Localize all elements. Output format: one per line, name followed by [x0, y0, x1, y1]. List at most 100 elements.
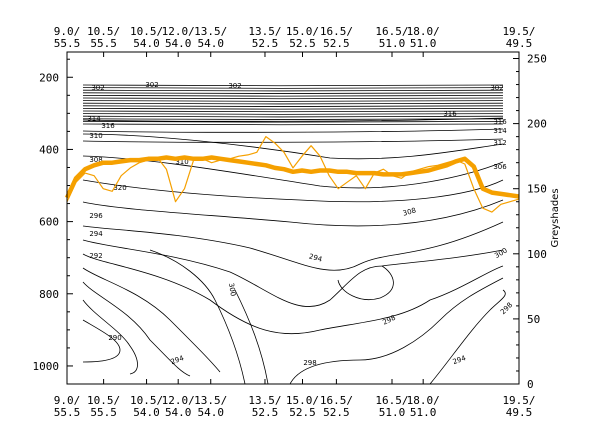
- bottom-axis-label: 19.5/49.5: [502, 394, 535, 419]
- isotherm-line: [82, 95, 504, 97]
- bottom-axis-label: 10.5/55.5: [87, 394, 120, 419]
- isotherm-line: [82, 199, 504, 227]
- contour-label: 316: [101, 122, 115, 130]
- contour-label: 316: [443, 110, 457, 118]
- isotherm-line: [82, 92, 504, 94]
- isotherm-line: [82, 110, 504, 113]
- isotherm-line: [82, 138, 504, 143]
- isotherm-contours: [82, 84, 506, 385]
- isotherm-line: [82, 105, 504, 107]
- isotherm-line: [82, 253, 504, 335]
- isotherm-line: [82, 97, 504, 100]
- isotherm-line: [82, 128, 504, 133]
- isotherm-line: [234, 289, 269, 385]
- contour-label: 292: [89, 252, 102, 260]
- isotherm-line: [82, 299, 138, 375]
- isotherm-line: [289, 277, 504, 385]
- top-axis-label: 9.0/55.5: [54, 25, 81, 50]
- contour-label: 302: [490, 84, 503, 92]
- right-tick-label: 50: [527, 313, 540, 326]
- contour-label: 298: [499, 301, 514, 316]
- isotherm-line: [82, 179, 504, 203]
- left-tick-label: 400: [39, 143, 59, 156]
- contour-label: 302: [145, 81, 158, 89]
- isotherm-line: [82, 281, 191, 377]
- top-axis-label: 15.0/52.5: [286, 25, 319, 50]
- isotherm-line: [82, 267, 221, 373]
- contour-label: 316: [493, 118, 507, 126]
- contour-label: 310: [175, 158, 188, 166]
- right-tick-label: 0: [527, 378, 534, 391]
- top-axis-label: 16.5/51.0: [375, 25, 408, 50]
- isotherm-line: [429, 289, 506, 385]
- bottom-axis-label: 18.0/51.0: [407, 394, 440, 419]
- top-axis-label: 16.5/52.5: [320, 25, 353, 50]
- isotherm-line: [82, 123, 504, 126]
- isotherm-line: [82, 84, 504, 87]
- right-tick-label: 150: [527, 183, 547, 196]
- greyshade-series: [64, 136, 520, 213]
- isotherm-line: [82, 87, 504, 89]
- contour-label: 294: [170, 354, 186, 366]
- bottom-axis-label: 16.5/52.5: [320, 394, 353, 419]
- bottom-axis-label: 13.5/54.0: [194, 394, 227, 419]
- top-axis-label: 19.5/49.5: [502, 25, 535, 50]
- top-axis-label: 13.5/52.5: [248, 25, 281, 50]
- contour-label: 306: [493, 163, 507, 171]
- right-tick-label: 100: [527, 248, 547, 261]
- contour-label: 294: [308, 252, 324, 263]
- right-tick-label: 250: [527, 53, 547, 66]
- isotherm-line: [82, 221, 504, 271]
- contour-label: 302: [91, 84, 104, 92]
- isotherm-line: [82, 102, 504, 105]
- left-tick-label: 600: [39, 216, 59, 229]
- top-axis-label: 18.0/51.0: [407, 25, 440, 50]
- thin-greyshade-line: [66, 136, 520, 213]
- contour-label: 320: [113, 184, 126, 192]
- contour-label: 296: [89, 212, 103, 220]
- top-axis-label: 13.5/54.0: [194, 25, 227, 50]
- contour-label: 290: [108, 334, 121, 342]
- isotherm-line: [82, 115, 504, 118]
- contour-label: 294: [89, 230, 103, 238]
- right-tick-label: 200: [527, 118, 547, 131]
- isotherm-line: [82, 108, 504, 110]
- thick-greyshade-line: [64, 155, 520, 199]
- isotherm-line: [82, 319, 121, 363]
- left-tick-label: 1000: [33, 360, 60, 373]
- contour-label: 314: [493, 127, 507, 135]
- isotherm-line: [82, 239, 504, 307]
- contour-label: 312: [493, 139, 506, 147]
- bottom-axis-label: 10.5/54.0: [130, 394, 163, 419]
- contour-label: 302: [228, 82, 241, 90]
- bottom-axis-label: 15.0/52.5: [286, 394, 319, 419]
- contour-label: 300: [493, 246, 509, 260]
- isotherm-line: [82, 121, 504, 123]
- contour-label: 308: [402, 206, 417, 217]
- top-axis-label: 12.0/54.0: [162, 25, 195, 50]
- isotherm-line: [82, 89, 504, 92]
- axes: 20040060080010000501001502002509.0/55.51…: [33, 25, 547, 419]
- isotherm-line: [82, 113, 504, 115]
- contour-label: 314: [87, 115, 101, 123]
- contour-label: 308: [89, 156, 102, 164]
- contour-label: 300: [227, 282, 237, 297]
- contour-label: 310: [89, 132, 102, 140]
- left-tick-label: 800: [39, 288, 59, 301]
- bottom-axis-label: 12.0/54.0: [162, 394, 195, 419]
- isotherm-line: [82, 133, 504, 160]
- bottom-axis-label: 16.5/51.0: [375, 394, 408, 419]
- bottom-axis-label: 13.5/52.5: [248, 394, 281, 419]
- top-axis-label: 10.5/54.0: [130, 25, 163, 50]
- right-axis-title: Greyshades: [550, 188, 561, 247]
- isotherm-line: [82, 117, 504, 122]
- plot-frame: [66, 51, 520, 385]
- isotherm-line: [82, 100, 504, 102]
- isotherm-line: [149, 249, 246, 385]
- left-tick-label: 200: [39, 71, 59, 84]
- top-axis-label: 10.5/55.5: [87, 25, 120, 50]
- bottom-axis-label: 9.0/55.5: [54, 394, 81, 419]
- contour-label: 294: [452, 354, 468, 366]
- contour-label: 298: [303, 359, 316, 367]
